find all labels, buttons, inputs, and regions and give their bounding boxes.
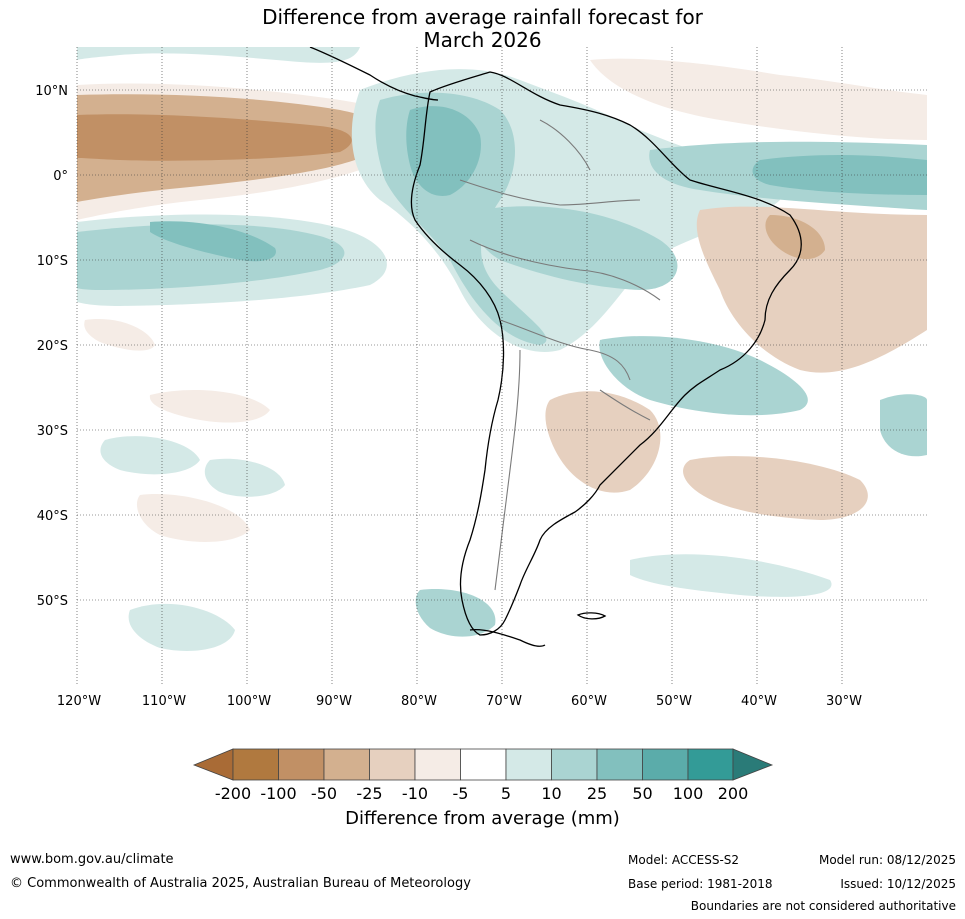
colorbar-segment [278,748,325,781]
colorbar-title: Difference from average (mm) [345,808,620,829]
lon-label: 110°W [142,694,186,709]
latitude-labels: 10°N 0° 10°S 20°S 30°S 40°S 50°S [35,84,68,609]
colorbar-tick-label: -200 [215,784,251,803]
dry-nw-corner [590,58,927,140]
lon-label: 90°W [316,694,352,709]
base-period: Base period: 1981-2018 [628,877,773,891]
coastline-south-america [410,71,802,636]
colorbar-segment [232,748,279,781]
wet-se-brazil [599,336,808,416]
coastline-central-america [309,47,439,101]
copyright-text: © Commonwealth of Australia 2025, Austra… [10,876,471,891]
colorbar-tick-label: 100 [673,784,704,803]
lat-label: 30°S [37,424,68,439]
lon-label: 50°W [656,694,692,709]
wet-patch-7 [880,394,927,457]
coastlines [309,47,802,647]
dry-patch-8 [149,390,270,423]
lon-label: 80°W [401,694,437,709]
lon-label: 30°W [826,694,862,709]
colorbar-tick-label: -100 [260,784,296,803]
colorbar-tick-label: -50 [311,784,337,803]
colorbar [192,748,774,781]
coastline-tierra-del-fuego [469,629,546,647]
rainfall-anomaly-field [77,47,927,685]
longitude-labels: 120°W 110°W 100°W 90°W 80°W 70°W 60°W 50… [57,694,862,709]
model-run-date: Model run: 08/12/2025 [818,853,956,867]
lon-label: 100°W [227,694,271,709]
colorbar-tick-label: -25 [356,784,382,803]
colorbar-tick-label: 50 [632,784,652,803]
wet-nw-top [77,47,360,63]
wet-patch-6 [415,589,496,637]
wet-patch-2 [100,436,200,475]
colorbar-extend-low [192,748,234,781]
boundary-disclaimer: Boundaries are not considered authoritat… [690,899,956,913]
lat-label: 20°S [37,339,68,354]
dry-patch-1 [84,319,155,351]
colorbar-ticks: -200 -100 -50 -25 -10 -5 5 10 25 50 100 … [215,784,748,803]
coastline-falklands [576,612,607,620]
colorbar-segment [460,748,507,781]
colorbar-segment [687,748,734,781]
dry-argentina [545,391,661,493]
map-title-line-1: Difference from average rainfall forecas… [262,5,703,29]
colorbar-tick-label: -10 [402,784,428,803]
model-name: Model: ACCESS-S2 [628,853,740,867]
colorbar-segment [323,748,370,781]
colorbar-segment [414,748,461,781]
colorbar-tick-label: -5 [453,784,469,803]
colorbar-extend-high [732,748,774,781]
wet-patch-3 [204,458,285,497]
lat-label: 40°S [37,509,68,524]
wet-amazon [475,206,678,290]
lon-label: 40°W [741,694,777,709]
gridlines [76,47,927,685]
colorbar-tick-label: 5 [501,784,511,803]
lat-label: 10°S [37,254,68,269]
lon-label: 70°W [486,694,522,709]
colorbar-segment [596,748,643,781]
wet-core-pacific [150,221,276,262]
colorbar-segment [369,748,416,781]
issued-date: Issued: 10/12/2025 [840,877,956,891]
colorbar-segment [505,748,552,781]
website-link[interactable]: www.bom.gov.au/climate [10,852,174,867]
colorbar-tick-label: 25 [587,784,607,803]
wet-band-pacific-inner [77,224,345,290]
lon-label: 120°W [57,694,101,709]
colorbar-tick-label: 200 [718,784,749,803]
colorbar-tick-label: 10 [541,784,561,803]
colorbar-segment [551,748,598,781]
dry-patch-9 [136,494,250,542]
dry-core-pacific [77,114,352,161]
wet-patch-4 [630,554,832,597]
dry-atlantic-south [683,456,868,520]
lon-label: 60°W [571,694,607,709]
dry-brazil-core [765,215,825,260]
lat-label: 0° [53,169,68,184]
lat-label: 50°S [37,594,68,609]
lat-label: 10°N [35,84,68,99]
colorbar-segment [642,748,689,781]
dry-brazil [696,206,927,373]
wet-patch-5 [128,603,235,651]
